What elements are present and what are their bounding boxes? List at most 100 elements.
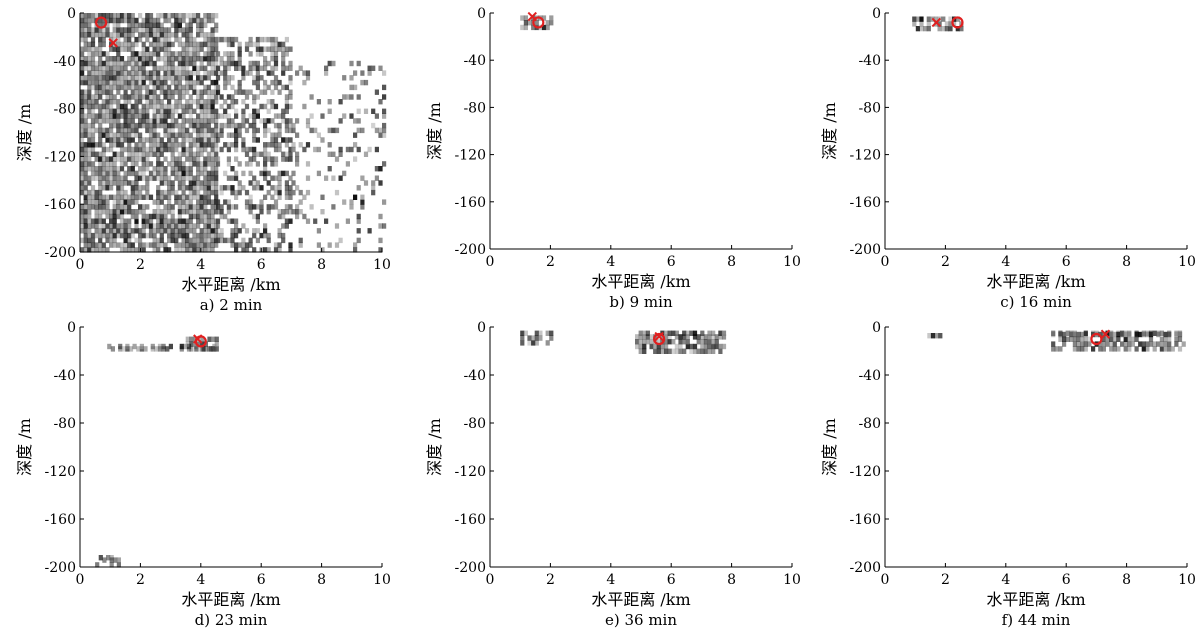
- intensity-cell: [163, 108, 168, 114]
- intensity-cell: [87, 51, 92, 57]
- intensity-cell: [141, 137, 146, 143]
- intensity-cell: [192, 175, 197, 181]
- intensity-cell: [371, 65, 376, 71]
- intensity-cell: [531, 335, 536, 341]
- intensity-cell: [181, 56, 186, 62]
- intensity-cell: [203, 223, 208, 229]
- intensity-cell: [353, 247, 358, 253]
- intensity-cell: [288, 194, 293, 200]
- intensity-cell: [342, 199, 347, 205]
- intensity-cell: [324, 70, 329, 76]
- intensity-cell: [87, 13, 92, 19]
- intensity-cell: [223, 51, 228, 57]
- intensity-cell: [234, 146, 239, 153]
- intensity-cell: [188, 108, 193, 114]
- intensity-cell: [87, 70, 92, 76]
- intensity-cell: [320, 247, 325, 253]
- intensity-cell: [87, 65, 92, 71]
- intensity-cell: [327, 127, 332, 134]
- intensity-cell: [199, 65, 204, 71]
- intensity-cell: [134, 142, 139, 148]
- intensity-cell: [367, 65, 372, 71]
- intensity-cell: [148, 94, 154, 100]
- intensity-cell: [685, 330, 690, 336]
- intensity-cell: [520, 24, 525, 31]
- intensity-cell: [700, 339, 705, 345]
- intensity-cell: [163, 175, 168, 181]
- intensity-cell: [1080, 336, 1085, 342]
- intensity-cell: [109, 180, 114, 186]
- x-tick-label: 8: [727, 572, 736, 588]
- intensity-cell: [80, 137, 85, 143]
- intensity-cell: [98, 32, 103, 38]
- intensity-cell: [90, 94, 96, 100]
- intensity-cell: [87, 22, 92, 28]
- intensity-cell: [211, 336, 216, 342]
- intensity-cell: [116, 166, 121, 172]
- intensity-cell: [664, 330, 669, 336]
- intensity-cell: [214, 56, 219, 62]
- intensity-cell: [210, 113, 215, 119]
- intensity-cell: [210, 89, 215, 95]
- intensity-cell: [210, 223, 215, 229]
- intensity-cell: [188, 99, 193, 105]
- intensity-cell: [696, 348, 701, 354]
- intensity-cell: [119, 60, 125, 67]
- intensity-cell: [266, 118, 271, 124]
- intensity-cell: [159, 32, 164, 38]
- intensity-cell: [252, 175, 257, 181]
- intensity-cell: [273, 146, 279, 153]
- intensity-cell: [382, 127, 387, 134]
- intensity-cell: [90, 99, 96, 105]
- intensity-cell: [206, 17, 211, 24]
- intensity-cell: [90, 60, 96, 67]
- intensity-cell: [145, 113, 150, 119]
- intensity-cell: [156, 170, 161, 177]
- intensity-cell: [206, 199, 211, 205]
- intensity-cell: [226, 175, 231, 181]
- intensity-cell: [141, 108, 146, 114]
- intensity-cell: [127, 27, 132, 33]
- intensity-cell: [159, 180, 164, 186]
- intensity-cell: [163, 127, 168, 134]
- intensity-cell: [206, 185, 211, 191]
- intensity-cell: [302, 79, 307, 86]
- intensity-cell: [174, 146, 179, 153]
- intensity-cell: [226, 122, 231, 129]
- intensity-cell: [196, 56, 201, 62]
- intensity-cell: [203, 118, 208, 124]
- y-axis-label: 深度 /m: [425, 418, 444, 476]
- intensity-cell: [277, 228, 282, 234]
- intensity-cell: [181, 13, 186, 19]
- intensity-cell: [98, 94, 103, 100]
- intensity-cell: [281, 84, 286, 91]
- intensity-cell: [123, 79, 128, 86]
- intensity-cell: [101, 118, 106, 124]
- intensity-cell: [134, 79, 139, 86]
- intensity-cell: [156, 108, 161, 114]
- intensity-cell: [215, 209, 221, 215]
- intensity-cell: [134, 199, 139, 205]
- intensity-cell: [185, 79, 190, 86]
- intensity-cell: [90, 232, 96, 239]
- intensity-cell: [207, 346, 212, 352]
- intensity-cell: [98, 228, 103, 234]
- intensity-cell: [241, 113, 246, 119]
- intensity-cell: [127, 13, 132, 19]
- intensity-cell: [177, 51, 182, 57]
- intensity-cell: [112, 151, 117, 157]
- intensity-cell: [163, 142, 168, 148]
- intensity-cell: [288, 247, 293, 253]
- intensity-cell: [163, 209, 168, 215]
- intensity-cell: [80, 170, 85, 177]
- y-axis-label: 深度 /m: [15, 104, 34, 162]
- intensity-cell: [101, 103, 106, 110]
- intensity-cell: [226, 204, 231, 210]
- intensity-cell: [119, 84, 125, 91]
- intensity-cell: [127, 223, 132, 229]
- intensity-cell: [98, 213, 103, 220]
- intensity-cell: [1080, 331, 1085, 338]
- intensity-cell: [152, 122, 157, 129]
- intensity-cell: [188, 75, 193, 81]
- intensity-cell: [159, 189, 164, 196]
